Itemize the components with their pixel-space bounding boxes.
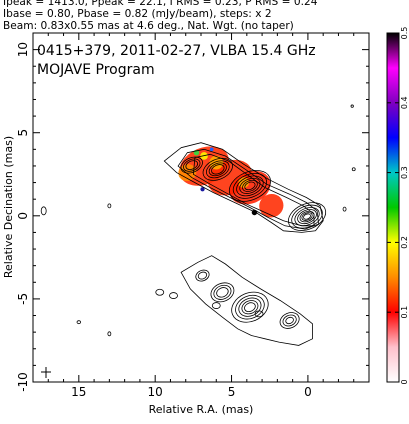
stokes-i-contour-knot-a-5: [244, 181, 256, 191]
stokes-i-contour-knot-a-2: [236, 175, 264, 197]
stokes-i-contour-2: [177, 148, 320, 230]
stokes-i-contour-knot-a-0: [228, 170, 271, 202]
y-tick-label: -5: [16, 293, 30, 305]
noise-feature-3: [76, 320, 82, 325]
stokes-i-contour-knot-c-1: [183, 158, 201, 172]
x-tick-label: 15: [71, 385, 86, 399]
noise-feature-2: [107, 331, 112, 337]
plot-frame: [32, 32, 370, 383]
colorbar-ticks: 0 0.1 0.2 0.3 0.4 0.5: [387, 27, 409, 385]
stokes-i-contour-knot-a-1: [232, 173, 267, 199]
x-tick-label: 0: [304, 385, 312, 399]
polarized-intensity-contours: [155, 255, 313, 346]
noise-features: [40, 104, 356, 337]
pol-contour-p-knot-a-3: [241, 300, 259, 315]
pol-contour-p-knot-a-4: [244, 302, 256, 313]
pol-contour-isolated-1: [169, 292, 178, 299]
x-tick-label: 10: [148, 385, 163, 399]
pol-contour-p-knot-b-1: [213, 284, 232, 300]
colorbar-tick-label: 0.1: [400, 306, 409, 319]
colorbar-tick-label: 0: [400, 379, 409, 384]
header-line-2: Ibase = 0.80, Pbase = 0.82 (mJy/beam), s…: [3, 8, 272, 20]
pol-contour-p-knot-c-0: [279, 312, 300, 329]
colorbar-tick-label: 0.4: [400, 96, 409, 109]
y-tick-label: -10: [16, 372, 30, 392]
pol-contour-p-knot-c-1: [282, 314, 297, 327]
colorbar: [386, 32, 400, 383]
stokes-i-contour-core-0: [287, 202, 327, 231]
panel-title: 0415+379, 2011-02-27, VLBA 15.4 GHz: [37, 43, 316, 59]
noise-feature-0: [40, 206, 47, 216]
noise-feature-5: [350, 104, 354, 108]
y-tick-label: 0: [16, 212, 30, 220]
stokes-i-contour-knot-a-4: [242, 179, 258, 192]
pol-contour-isolated-2: [211, 302, 221, 309]
x-tick-label: 5: [228, 385, 236, 399]
stokes-i-contour-core-3: [297, 209, 317, 225]
axis-ticks: [32, 32, 370, 383]
stokes-i-contour-core-6: [303, 213, 311, 220]
header-line-3: Beam: 0.83x0.55 mas at 4.6 deg., Nat. Wg…: [3, 20, 294, 32]
pol-contour-p-knot-a-2: [238, 297, 262, 317]
pol-accent-navy: [200, 187, 205, 192]
pol-region-4: [178, 164, 197, 182]
stokes-i-contour-3: [192, 153, 315, 227]
pol-contour-outer: [180, 255, 313, 346]
stokes-i-contour-knot-b-1: [205, 160, 230, 179]
panel-subtitle: MOJAVE Program: [37, 62, 155, 78]
stokes-i-contour-knot-b-0: [202, 157, 233, 181]
stokes-i-contour-knot-c-0: [180, 156, 203, 174]
colorbar-tick-label: 0.3: [400, 166, 409, 179]
pol-contour-p-knot-d-0: [195, 269, 210, 282]
stokes-i-contour-core-2: [294, 207, 320, 227]
colorbar-tick-label: 0.2: [400, 236, 409, 249]
pol-region-3: [259, 194, 284, 218]
stokes-i-contour-knot-c-2: [185, 160, 199, 170]
pol-contour-p-knot-a-0: [231, 291, 269, 323]
stokes-i-contour-knot-b-2: [208, 162, 227, 177]
stokes-i-contour-knot-a-3: [239, 177, 261, 194]
pol-contour-p-knot-d-1: [197, 271, 208, 280]
noise-feature-1: [107, 203, 112, 209]
noise-feature-6: [342, 206, 347, 212]
y-tick-label: 10: [16, 42, 30, 57]
stokes-i-contour-core-1: [291, 204, 323, 229]
pol-contour-p-knot-a-1: [235, 294, 265, 320]
stokes-i-contours: [163, 142, 327, 233]
pol-accent-orange: [209, 155, 224, 170]
stokes-i-contour-core-4: [299, 210, 315, 223]
y-tick-label: 5: [16, 129, 30, 137]
stokes-i-contour-knot-b-3: [211, 164, 225, 175]
header-line-1: Ipeak = 1413.0, Ppeak = 22.1, I RMS = 0.…: [3, 0, 318, 8]
axis-tick-labels: 15 10 5 0 10 5 0 -5 -10: [16, 42, 312, 399]
stokes-i-contour-core-5: [301, 212, 313, 221]
beam-marker: [41, 367, 51, 378]
pol-contour-isolated-0: [155, 288, 165, 296]
stokes-i-contour-outer: [163, 142, 324, 233]
noise-feature-4: [351, 167, 356, 172]
colorbar-tick-label: 0.5: [400, 27, 409, 40]
pol-accent-blue: [209, 147, 214, 152]
pol-contour-p-knot-c-2: [285, 316, 294, 325]
pol-contour-isolated-3: [254, 310, 264, 318]
x-axis-label: Relative R.A. (mas): [149, 403, 254, 416]
pol-contour-p-knot-b-2: [216, 287, 229, 298]
y-axis-label: Relative Decination (mas): [2, 136, 15, 278]
pol-contour-p-knot-b-0: [210, 282, 235, 303]
